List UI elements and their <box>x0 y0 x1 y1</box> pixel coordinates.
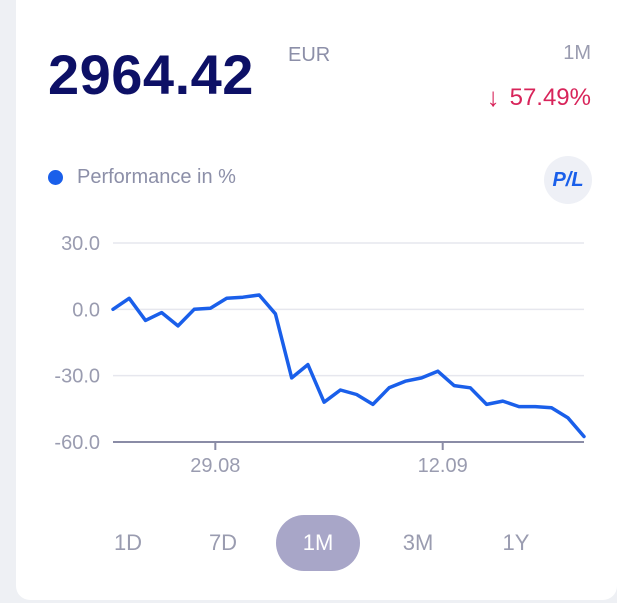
x-tick-label: 29.08 <box>190 455 240 477</box>
y-tick-label: 0.0 <box>72 299 100 321</box>
period-tabs: 1D 7D 1M 3M 1Y <box>86 515 586 571</box>
performance-change: ↓ 57.49% <box>487 82 591 113</box>
portfolio-value: 2964.42 <box>48 43 254 106</box>
y-tick-label: 30.0 <box>61 233 100 255</box>
performance-chart: 30.0 0.0 -30.0 -60.0 29.08 12.09 <box>54 233 586 477</box>
legend-dot-icon <box>48 170 63 185</box>
tab-7d[interactable]: 7D <box>208 530 238 555</box>
tab-1m[interactable]: 1M <box>276 515 360 571</box>
performance-line <box>111 293 586 439</box>
down-arrow-icon: ↓ <box>486 82 500 112</box>
portfolio-card: 2964.42 EUR 1M ↓ 57.49% Performance in %… <box>16 0 617 600</box>
period-label: 1M <box>563 42 591 64</box>
y-tick-label: -30.0 <box>54 366 100 388</box>
tab-1d[interactable]: 1D <box>113 530 143 555</box>
chart-legend: Performance in % <box>48 166 236 189</box>
currency-label: EUR <box>288 44 331 66</box>
pl-toggle-button[interactable]: P/L <box>544 156 592 204</box>
change-percent: 57.49% <box>509 83 591 111</box>
y-tick-label: -60.0 <box>54 432 100 454</box>
tab-3m[interactable]: 3M <box>402 530 434 555</box>
x-tick-label: 12.09 <box>418 455 468 477</box>
legend-label: Performance in % <box>77 166 236 188</box>
tab-1y[interactable]: 1Y <box>502 530 530 555</box>
